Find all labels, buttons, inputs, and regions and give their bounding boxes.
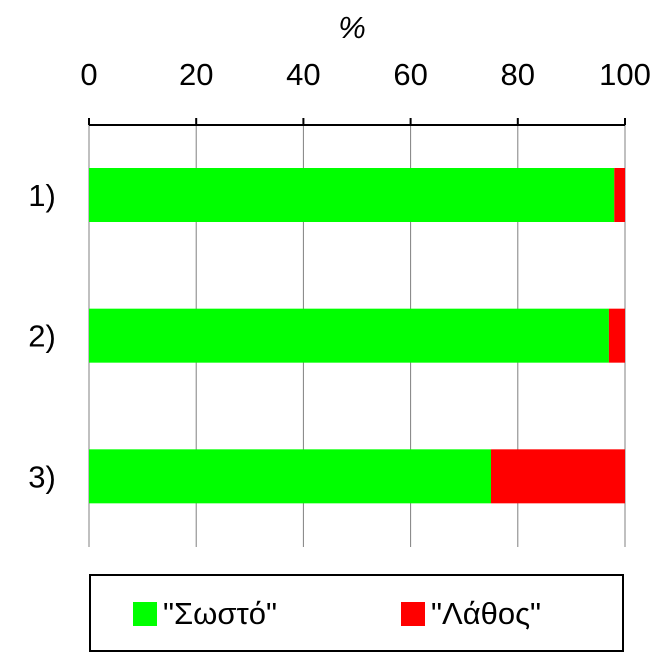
bars <box>89 168 625 504</box>
legend-swatch-wrong <box>401 602 425 626</box>
x-tick-label: 0 <box>80 57 97 92</box>
legend-item-correct: "Σωστό" <box>133 596 277 632</box>
x-axis: 0 20 40 60 80 100 <box>80 57 651 126</box>
bar-wrong <box>491 449 625 504</box>
x-tick-label: 100 <box>599 57 651 92</box>
bar-correct <box>89 449 491 504</box>
bar-chart: 0 20 40 60 80 100 1) 2) 3) % <box>28 10 651 547</box>
legend: "Σωστό" "Λάθος" <box>89 574 624 652</box>
legend-swatch-correct <box>133 602 157 626</box>
x-tick-label: 40 <box>286 57 320 92</box>
bar-correct <box>89 308 609 363</box>
category-label: 2) <box>28 319 56 354</box>
x-axis-label: % <box>338 10 366 45</box>
x-tick-label: 20 <box>179 57 213 92</box>
category-labels: 1) 2) 3) <box>28 178 56 494</box>
category-label: 1) <box>28 178 56 213</box>
bar-wrong <box>614 168 625 222</box>
bar-correct <box>89 168 615 222</box>
legend-label-correct: "Σωστό" <box>163 596 277 631</box>
legend-label-wrong: "Λάθος" <box>431 596 542 631</box>
x-tick-label: 60 <box>393 57 427 92</box>
x-tick-label: 80 <box>501 57 535 92</box>
legend-item-wrong: "Λάθος" <box>401 596 541 632</box>
category-label: 3) <box>28 459 56 494</box>
bar-wrong <box>608 308 625 363</box>
